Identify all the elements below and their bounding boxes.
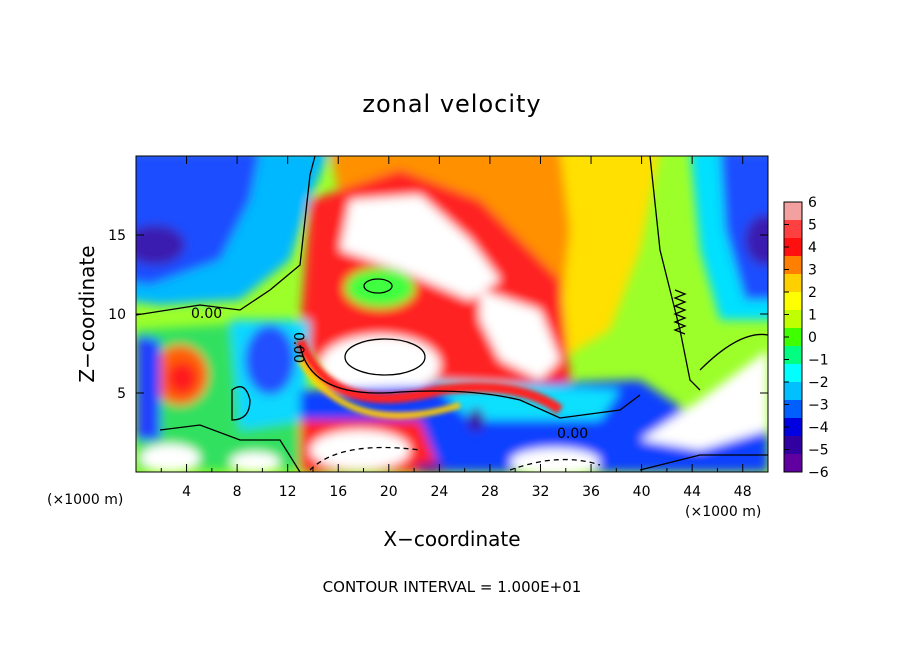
colorbar-tick-label: −3 [808, 398, 829, 414]
colorbar-tick-label: 5 [808, 218, 817, 234]
contour-white-loop [344, 338, 426, 376]
plot-area: 0.00 0.00 0.00 [136, 156, 768, 472]
contour-right-arc [699, 333, 768, 371]
colorbar-tick-label: −1 [808, 353, 829, 369]
contour-left-oval [231, 386, 251, 421]
y-tick-label: 5 [117, 386, 126, 402]
field-blob-bottom-left-white [140, 444, 200, 472]
field-blob-left-redcore [167, 362, 197, 394]
colorbar-swatch [784, 418, 802, 437]
colorbar-tick-label: 1 [808, 308, 817, 324]
field-blob-purple-bottom [415, 463, 445, 472]
x-unit-note-left: (×1000 m) [47, 492, 123, 508]
colorbar-swatch [784, 454, 802, 473]
colorbar-swatch [784, 364, 802, 383]
contour-zero-bottom [159, 424, 301, 472]
x-tick-label: 20 [380, 484, 398, 500]
colorbar-swatch [784, 382, 802, 401]
field-blob-white-center [320, 335, 440, 395]
velocity-field-details [295, 338, 563, 419]
x-tick-label: 16 [329, 484, 347, 500]
colorbar-tick-label: 2 [808, 285, 817, 301]
field-detail-red-rim [295, 338, 563, 415]
contour-zero-lower [299, 344, 641, 419]
field-blob-right-blue [720, 156, 768, 300]
x-axis-title: X−coordinate [383, 527, 520, 551]
colorbar: 6 5 4 3 2 1 0 −1 −2 −3 −4 −5 −6 [783, 195, 829, 481]
contour-label-0: 0.00 [191, 306, 222, 322]
colorbar-swatch [784, 310, 802, 329]
contour-label-1: 0.00 [557, 426, 588, 442]
field-detail-yellow-rim [297, 358, 461, 419]
field-blob-bottom-right-white [640, 350, 768, 450]
contour-right-lower [639, 454, 768, 471]
colorbar-tick-label: 4 [808, 240, 817, 256]
x-tick-label: 48 [734, 484, 752, 500]
colorbar-tick-label: 6 [808, 195, 817, 211]
colorbar-tick-label: −5 [808, 443, 829, 459]
field-blob-bottom-white-left [310, 430, 410, 470]
colorbar-swatch [784, 220, 802, 239]
contour-zero-left [136, 156, 316, 316]
colorbar-swatch [784, 346, 802, 365]
colorbar-tick-label: −6 [808, 465, 829, 481]
colorbar-swatch [784, 202, 802, 221]
x-tick-label: 40 [633, 484, 651, 500]
contour-dashed-mid [509, 458, 601, 471]
colorbar-tick-label: −4 [808, 420, 829, 436]
contour-zero-right [649, 156, 701, 391]
field-blob-bottom-left-white2 [230, 452, 280, 472]
colorbar-swatch [784, 256, 802, 275]
field-blob-right-purple [745, 215, 768, 265]
colorbar-swatch [784, 400, 802, 419]
colorbar-swatch [784, 292, 802, 311]
contour-label-2: 0.00 [290, 332, 306, 363]
x-tick-label: 32 [532, 484, 550, 500]
field-blob-purple-spot [468, 408, 484, 432]
y-axis: 5 10 15 [108, 228, 768, 402]
field-blob-left-lower-blue [245, 325, 295, 395]
contour-inner-loop [363, 278, 393, 294]
chart-title: zonal velocity [362, 90, 541, 118]
colorbar-swatch [784, 238, 802, 257]
x-tick-label: 12 [279, 484, 297, 500]
x-tick-label: 8 [233, 484, 242, 500]
colorbar-swatch [784, 436, 802, 455]
field-blob-left-edge-blue [136, 335, 160, 440]
x-unit-note-right: (×1000 m) [685, 504, 761, 520]
colorbar-swatch [784, 274, 802, 293]
velocity-field [136, 156, 768, 472]
colorbar-tick-label: 3 [808, 263, 817, 279]
contour-zigzag [673, 289, 687, 335]
field-blob-white-right [480, 290, 560, 380]
x-tick-label: 28 [481, 484, 499, 500]
field-blob-inner-green [345, 268, 415, 308]
x-tick-label: 36 [582, 484, 600, 500]
y-axis-title: Z−coordinate [75, 245, 99, 382]
field-blob-white-upper [340, 195, 500, 300]
y-tick-label: 10 [108, 307, 126, 323]
y-tick-label: 15 [108, 228, 126, 244]
x-tick-label: 44 [683, 484, 701, 500]
x-axis: 4 8 12 16 20 24 28 32 36 40 44 48 [160, 156, 752, 500]
contour-interval-note: CONTOUR INTERVAL = 1.000E+01 [323, 578, 582, 596]
field-blob-left-purple [136, 225, 185, 265]
x-tick-label: 4 [182, 484, 191, 500]
x-tick-label: 24 [430, 484, 448, 500]
colorbar-tick-label: 0 [808, 330, 817, 346]
colorbar-swatch [784, 328, 802, 347]
contour-lines [136, 156, 768, 472]
contour-dashed-bottom [309, 446, 421, 471]
colorbar-tick-label: −2 [808, 375, 829, 391]
